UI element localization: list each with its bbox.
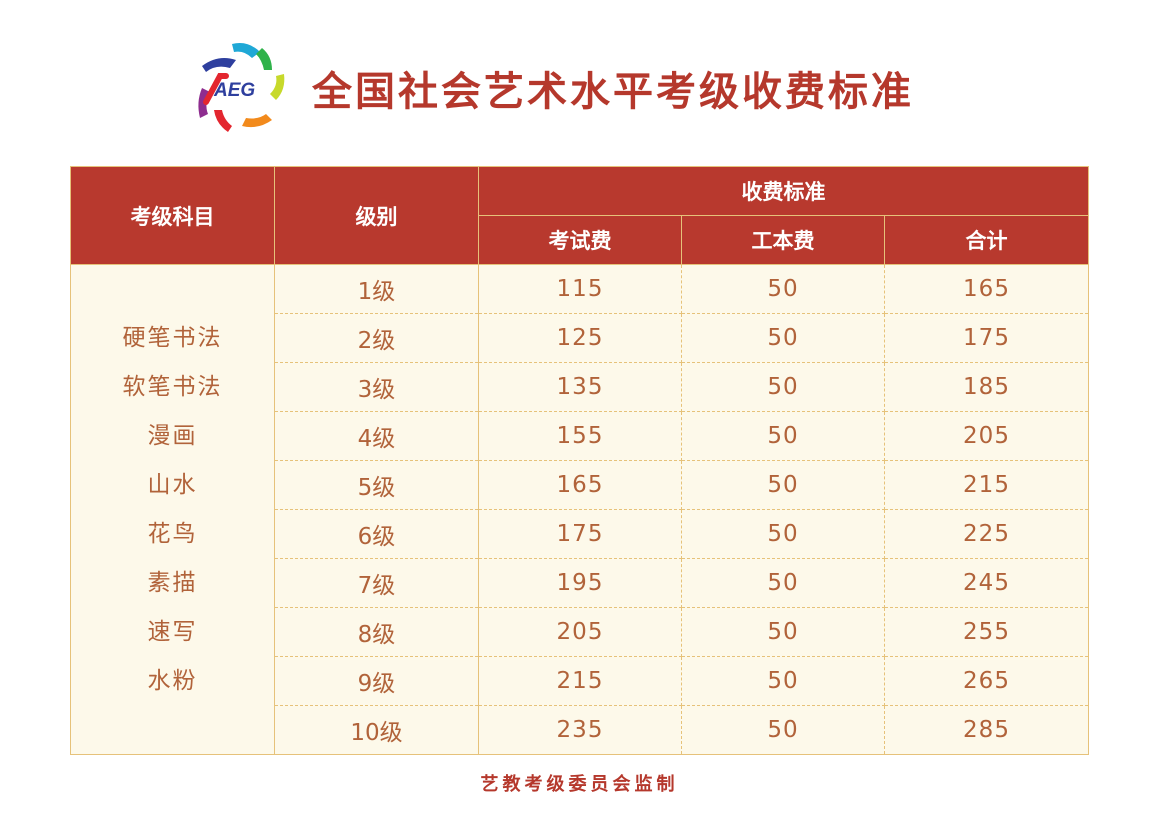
header-fee-standard: 收费标准 [477, 166, 1090, 216]
total-cell: 185 [883, 362, 1090, 412]
exam-fee-cell: 115 [478, 264, 682, 314]
table-row: 10级 235 50 285 [71, 705, 1090, 755]
level-cell: 8级 [274, 607, 479, 657]
table-body: 硬笔书法 软笔书法 漫画 山水 花鸟 素描 速写 水粉 1级 115 50 16… [70, 264, 1090, 755]
table-row: 3级 135 50 185 [71, 362, 1090, 412]
total-cell: 255 [883, 607, 1090, 657]
level-cell: 10级 [274, 705, 479, 755]
subject-item: 山水 [147, 471, 198, 498]
level-cell: 4级 [274, 411, 479, 461]
exam-fee-cell: 205 [478, 607, 682, 657]
subject-item: 漫画 [147, 422, 198, 449]
subject-item: 素描 [147, 569, 198, 596]
material-fee-cell: 50 [681, 705, 885, 755]
header-total: 合计 [883, 215, 1090, 265]
material-fee-cell: 50 [681, 607, 885, 657]
material-fee-cell: 50 [681, 460, 885, 510]
total-cell: 175 [883, 313, 1090, 363]
level-cell: 6级 [274, 509, 479, 559]
material-fee-cell: 50 [681, 313, 885, 363]
total-cell: 165 [883, 264, 1090, 314]
table-row: 7级 195 50 245 [71, 558, 1090, 608]
exam-fee-cell: 235 [478, 705, 682, 755]
material-fee-cell: 50 [681, 264, 885, 314]
logo-text: AEG [213, 80, 255, 101]
subject-item: 速写 [147, 618, 198, 645]
exam-fee-cell: 155 [478, 411, 682, 461]
level-cell: 5级 [274, 460, 479, 510]
table-row: 9级 215 50 265 [71, 656, 1090, 706]
subject-list: 硬笔书法 软笔书法 漫画 山水 花鸟 素描 速写 水粉 [71, 314, 274, 706]
fee-table: 考级科目 级别 收费标准 考试费 工本费 合计 硬笔书法 软笔书法 漫画 山水 … [70, 166, 1090, 755]
level-cell: 3级 [274, 362, 479, 412]
exam-fee-cell: 215 [478, 656, 682, 706]
level-cell: 9级 [274, 656, 479, 706]
total-cell: 225 [883, 509, 1090, 559]
table-row: 2级 125 50 175 [71, 313, 1090, 363]
header-level: 级别 [274, 166, 479, 265]
header-subject: 考级科目 [70, 166, 275, 265]
total-cell: 285 [883, 705, 1090, 755]
exam-fee-cell: 175 [478, 509, 682, 559]
header: AEG 全国社会艺术水平考级收费标准 [192, 38, 914, 138]
subjects-cell: 硬笔书法 软笔书法 漫画 山水 花鸟 素描 速写 水粉 [70, 264, 275, 755]
table-row: 4级 155 50 205 [71, 411, 1090, 461]
exam-fee-cell: 195 [478, 558, 682, 608]
total-cell: 215 [883, 460, 1090, 510]
material-fee-cell: 50 [681, 509, 885, 559]
level-cell: 7级 [274, 558, 479, 608]
header-exam-fee: 考试费 [478, 215, 682, 265]
material-fee-cell: 50 [681, 558, 885, 608]
table-row: 8级 205 50 255 [71, 607, 1090, 657]
exam-fee-cell: 135 [478, 362, 682, 412]
total-cell: 245 [883, 558, 1090, 608]
total-cell: 265 [883, 656, 1090, 706]
page-title: 全国社会艺术水平考级收费标准 [312, 68, 914, 115]
level-cell: 2级 [274, 313, 479, 363]
header-material-fee: 工本费 [681, 215, 885, 265]
exam-fee-cell: 165 [478, 460, 682, 510]
material-fee-cell: 50 [681, 362, 885, 412]
subject-item: 花鸟 [147, 520, 198, 547]
table-row: 6级 175 50 225 [71, 509, 1090, 559]
footer-credit: 艺教考级委员会监制 [480, 774, 679, 795]
subject-item: 水粉 [147, 667, 198, 694]
material-fee-cell: 50 [681, 656, 885, 706]
material-fee-cell: 50 [681, 411, 885, 461]
aeg-logo-icon: AEG [198, 43, 285, 132]
subject-item: 软笔书法 [122, 373, 223, 400]
subject-item: 硬笔书法 [122, 324, 223, 351]
total-cell: 205 [883, 411, 1090, 461]
level-cell: 1级 [274, 264, 479, 314]
exam-fee-cell: 125 [478, 313, 682, 363]
table-row: 硬笔书法 软笔书法 漫画 山水 花鸟 素描 速写 水粉 1级 115 50 16… [70, 264, 1090, 755]
